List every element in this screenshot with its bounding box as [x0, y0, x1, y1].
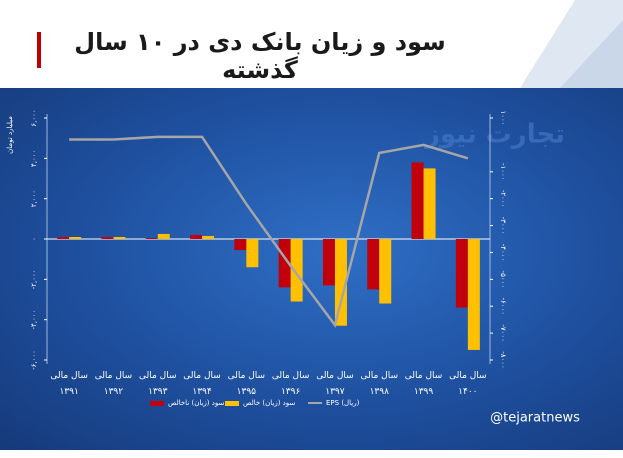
bar	[113, 236, 126, 239]
y-tick-label: -۴,۰۰۰	[30, 310, 38, 330]
x-tick-label: سال مالی ۱۳۹۴	[183, 371, 221, 397]
bar	[57, 236, 70, 239]
legend-label: سود (زیان) خالص	[243, 399, 296, 407]
y2-tick-label: -۲۰۰۰	[499, 190, 507, 208]
bar	[455, 239, 468, 308]
y2-tick-label: -۵۰۰۰	[499, 271, 507, 289]
y2-tick-label: -۶۰۰۰	[499, 297, 507, 315]
decor-shape	[560, 20, 623, 88]
x-tick-label: سال مالی ۱۳۹۳	[139, 371, 177, 397]
x-tick-label: سال مالی ۱۳۹۱	[50, 371, 88, 397]
legend-item: سود (زیان) ناخالص	[150, 399, 224, 407]
bar	[202, 235, 215, 239]
bar	[467, 239, 480, 350]
y-tick-label: -۲,۰۰۰	[30, 269, 38, 289]
chart-panel	[0, 88, 623, 450]
x-tick-label: سال مالی ۱۳۹۵	[227, 371, 266, 397]
bar	[278, 239, 291, 288]
y-axis-label: میلیارد تومان	[6, 116, 14, 154]
bar	[411, 162, 424, 239]
bar	[246, 239, 259, 268]
x-tick-label: سال مالی ۱۳۹۲	[94, 371, 133, 397]
y2-tick-label: -۴۰۰۰	[499, 244, 507, 262]
bar	[290, 239, 303, 302]
legend-swatch	[308, 402, 322, 404]
x-tick-label: سال مالی ۱۳۹۶	[271, 371, 310, 397]
y2-tick-label: -۷۰۰۰	[499, 324, 507, 342]
y-tick-label: ۰	[30, 237, 38, 241]
bar	[367, 239, 380, 290]
y2-tick-label: ۱۰۰۰	[499, 110, 507, 125]
x-tick-label: سال مالی ۱۳۹۸	[360, 371, 399, 397]
bar	[157, 233, 170, 239]
watermark: تجارت نیوز	[423, 120, 565, 150]
y2-tick-label: -۳۰۰۰	[499, 217, 507, 235]
bar	[379, 239, 392, 304]
source: @tejaratnews	[490, 411, 580, 426]
x-tick-label: سال مالی ۱۴۰۰	[449, 371, 487, 397]
bar	[190, 234, 203, 239]
x-tick-label: سال مالی ۱۳۹۹	[404, 371, 443, 397]
chart-title: سود و زیان بانک دی در ۱۰ سال گذشته	[74, 28, 446, 84]
y2-tick-label: -۱۰۰۰	[499, 163, 507, 181]
y-tick-label: ۶,۰۰۰	[30, 109, 38, 126]
legend-item: EPS (ریال)	[308, 399, 359, 407]
bar	[322, 239, 335, 286]
bar	[145, 237, 158, 239]
y-tick-label: ۴,۰۰۰	[30, 150, 38, 167]
bar	[234, 239, 247, 251]
y-tick-label: ۲,۰۰۰	[30, 190, 38, 207]
x-tick-label: سال مالی ۱۳۹۷	[316, 371, 354, 397]
bar	[334, 239, 347, 326]
legend-swatch	[150, 400, 164, 406]
title-accent	[37, 32, 41, 68]
bar	[69, 236, 82, 239]
line	[69, 135, 469, 328]
y2-tick-label: -۸۰۰۰	[499, 351, 507, 369]
legend-item: سود (زیان) خالص	[225, 399, 295, 407]
bar	[101, 236, 114, 239]
bar	[423, 168, 436, 239]
legend-label: EPS (ریال)	[326, 399, 360, 407]
y-tick-label: -۶,۰۰۰	[30, 350, 38, 370]
decor	[520, 0, 623, 88]
legend-label: سود (زیان) ناخالص	[168, 399, 225, 407]
legend-swatch	[225, 400, 239, 406]
